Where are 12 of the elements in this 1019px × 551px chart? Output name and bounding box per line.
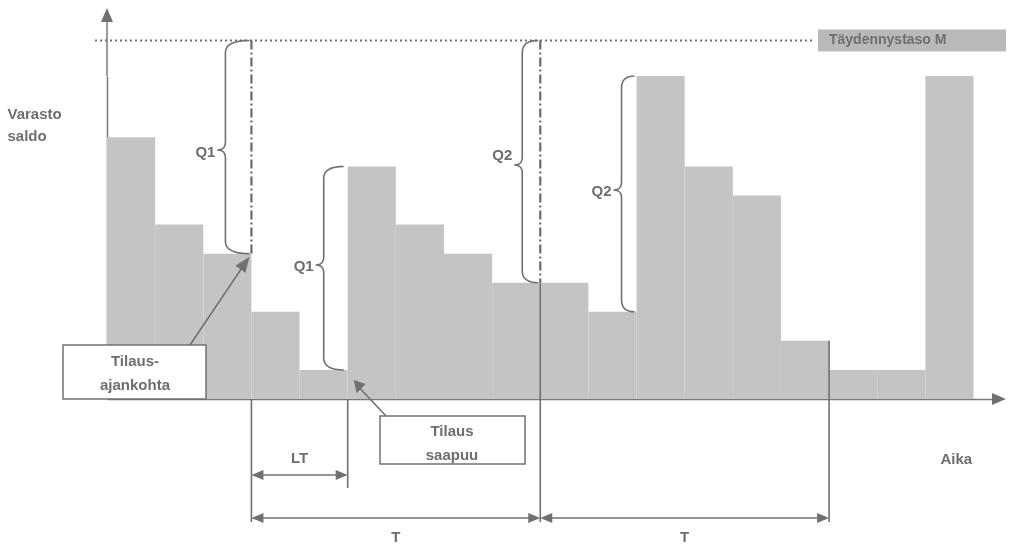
ref-line-label: Täydennystaso M (829, 31, 947, 48)
annotation: Q2 (492, 146, 513, 163)
text: T (391, 528, 401, 545)
text: LT (290, 449, 309, 466)
annotation: Tilaus-ajankohta (99, 352, 171, 393)
annotation: Q1 (195, 143, 216, 160)
y-axis-title: Varasto saldo (7, 104, 62, 144)
annotation: Q1 (293, 257, 314, 274)
text: T (680, 528, 690, 545)
text: Tilaus saapuu (425, 422, 479, 463)
annotation: Q2 (591, 182, 612, 199)
x-axis-title: Aika (940, 449, 973, 467)
